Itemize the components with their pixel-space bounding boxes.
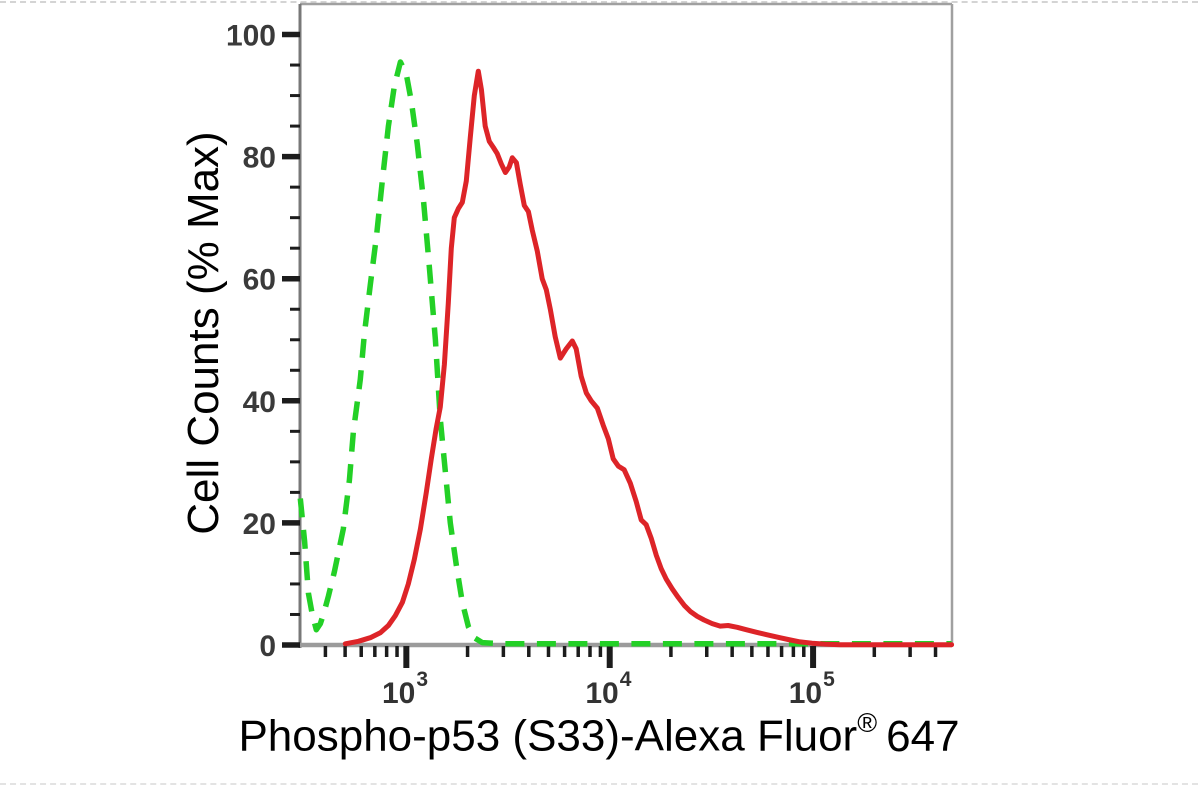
- y-axis-tick-label: 80: [243, 142, 276, 175]
- y-axis-title: Cell Counts (% Max): [179, 131, 229, 534]
- image-bottom-dashed-border: [0, 783, 1198, 785]
- red-solid-curve: [342, 68, 955, 648]
- y-axis-tick-label: 20: [243, 508, 276, 541]
- image-top-dashed-border: [0, 1, 1198, 3]
- green-dashed-curve: [297, 59, 952, 647]
- x-axis-tick-label-base: 10: [382, 677, 415, 710]
- x-axis-title-main: Phospho-p53 (S33)-Alexa Fluor: [238, 711, 858, 761]
- x-axis-tick-label-base: 10: [789, 677, 822, 710]
- x-axis-tick-label-exponent: 5: [823, 668, 835, 691]
- y-axis-tick-label: 40: [243, 386, 276, 419]
- y-axis-tick-label: 0: [259, 630, 276, 663]
- y-axis-tick-label: 60: [243, 264, 276, 297]
- x-axis-tick-label-exponent: 3: [416, 668, 428, 691]
- x-axis-tick-label-base: 10: [585, 677, 618, 710]
- y-axis-tick-label: 100: [226, 20, 276, 53]
- x-axis-tick-label-exponent: 4: [620, 668, 632, 691]
- x-axis-title-suffix: 647: [886, 711, 960, 761]
- x-axis-title: Phospho-p53 (S33)-Alexa Fluor® 647: [0, 708, 1198, 762]
- registered-trademark-superscript: ®: [857, 708, 878, 738]
- y-axis-title-text: Cell Counts (% Max): [179, 131, 228, 535]
